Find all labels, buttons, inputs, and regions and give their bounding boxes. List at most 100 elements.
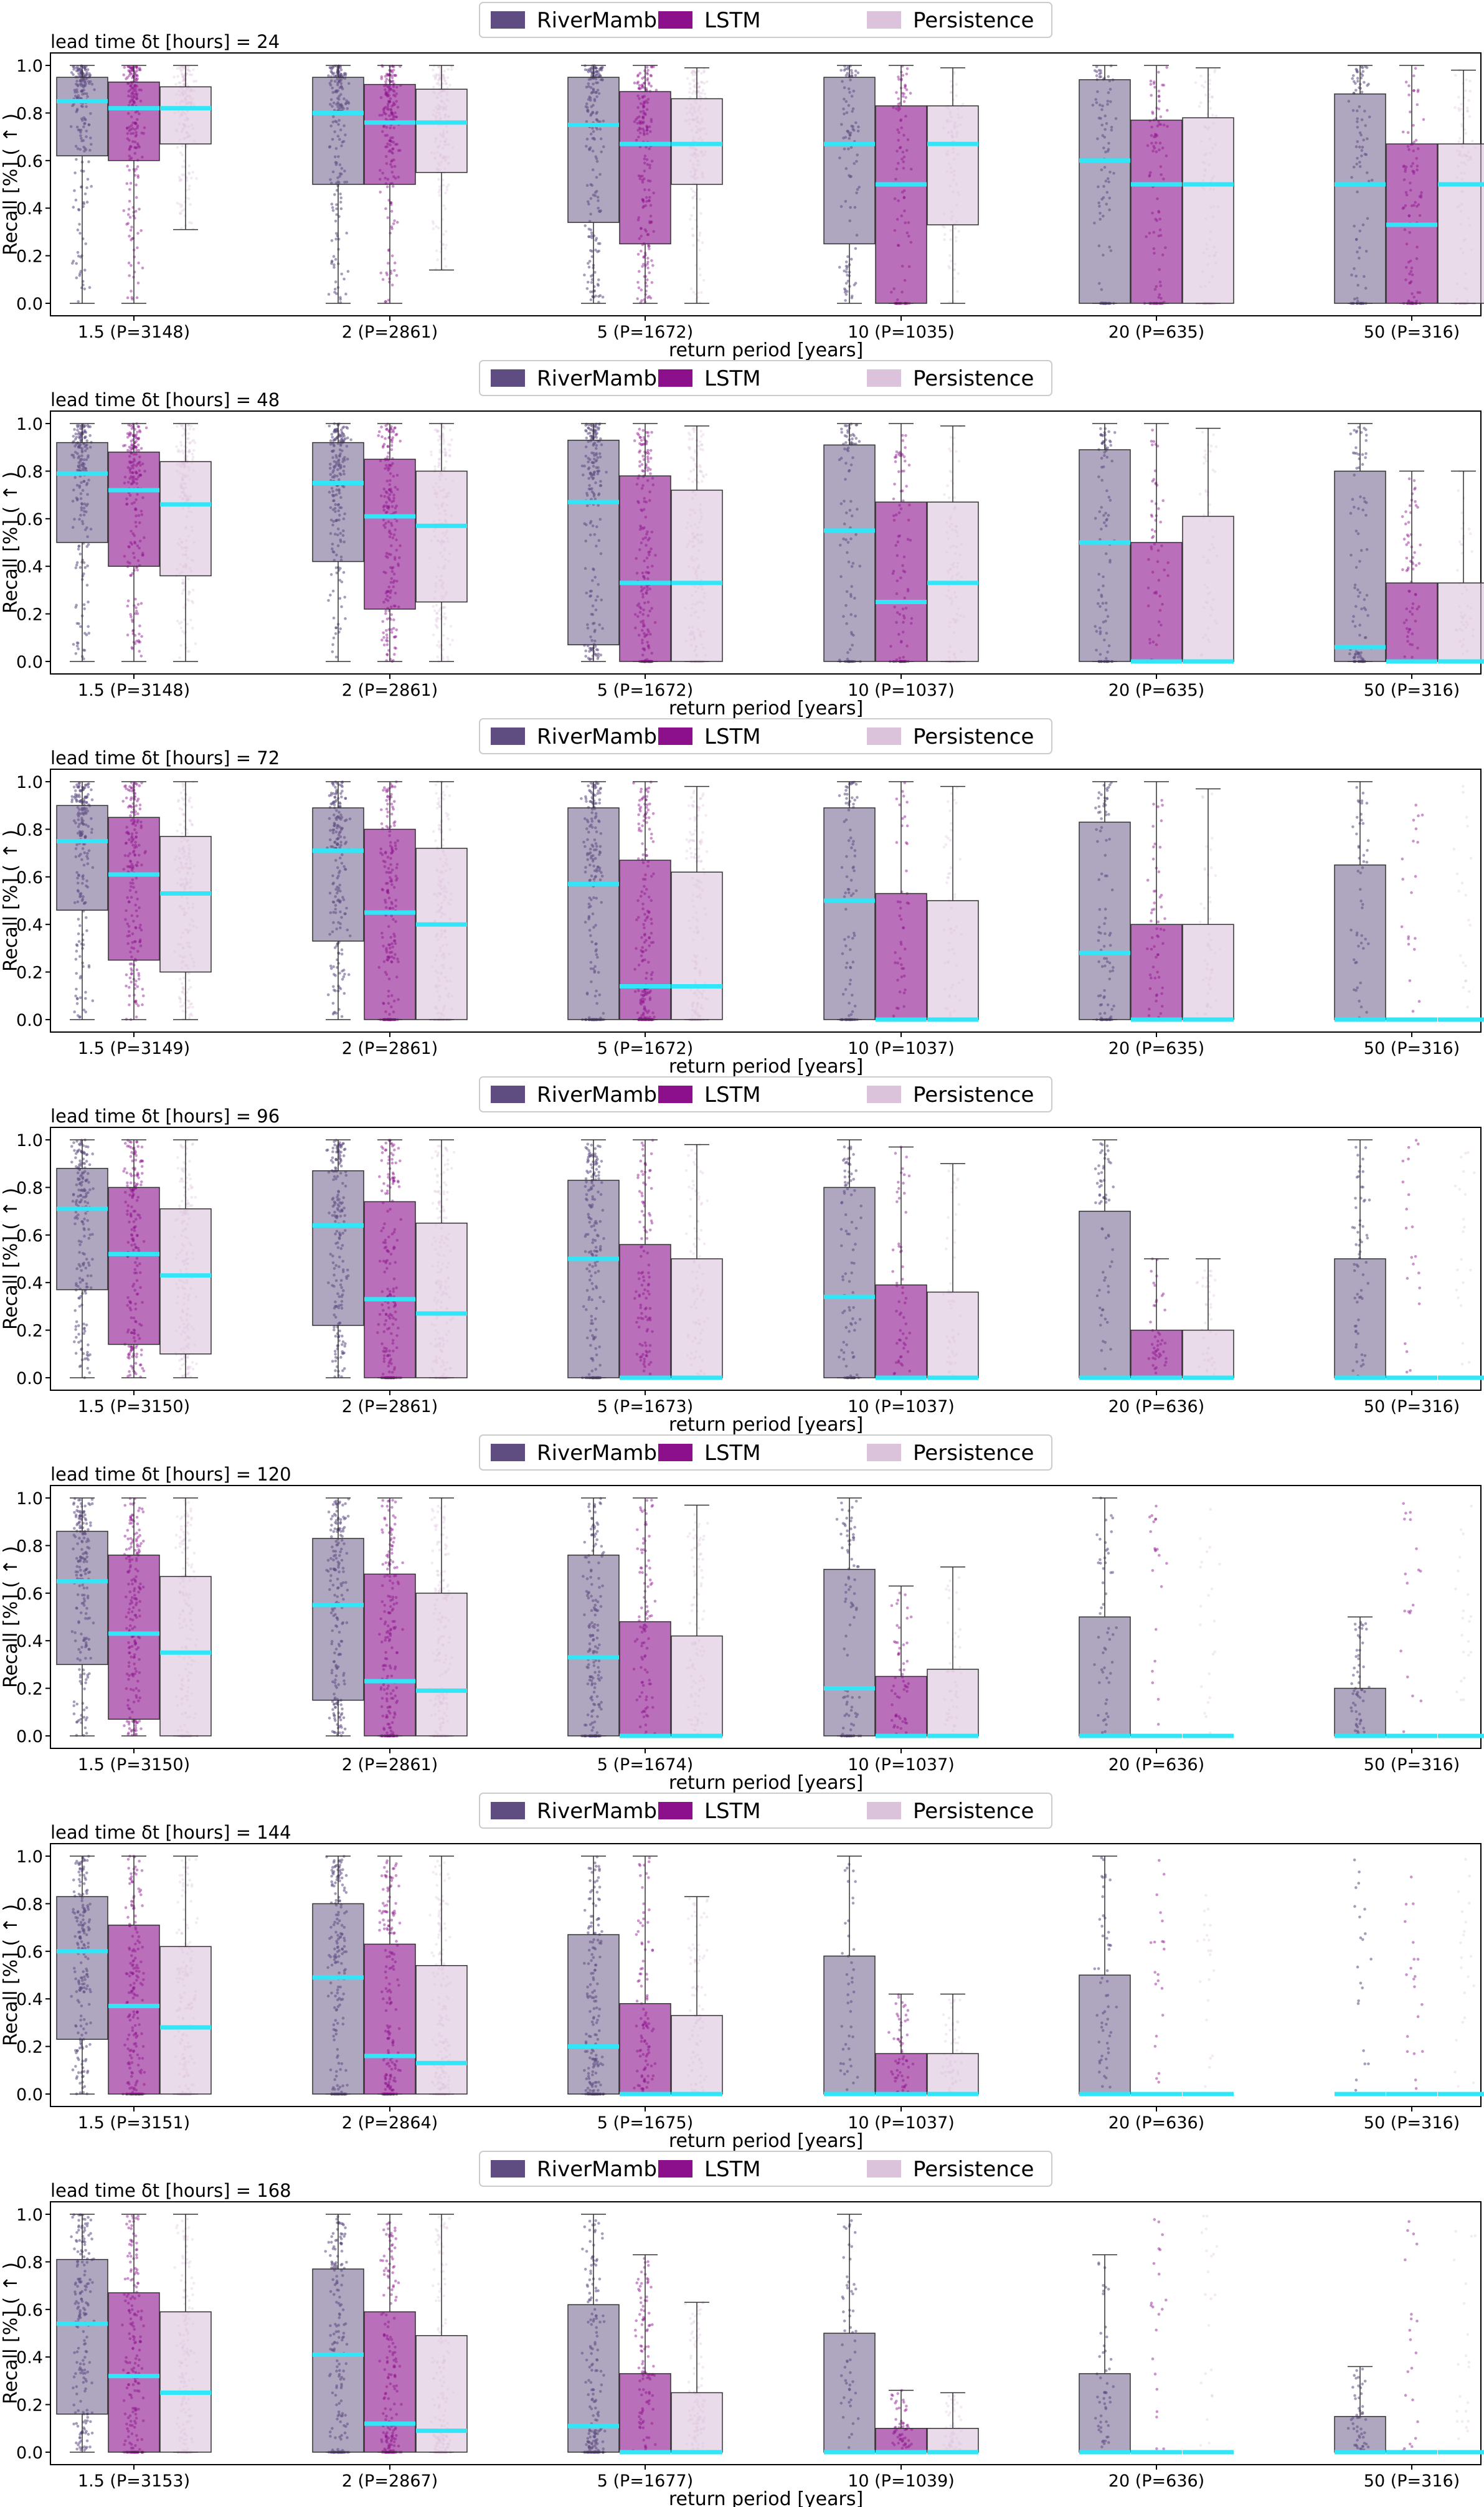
data-point — [140, 635, 143, 638]
data-point — [187, 172, 191, 176]
data-point — [1401, 568, 1404, 571]
data-point — [444, 230, 448, 233]
series-lstm — [108, 64, 1438, 305]
data-point — [1356, 70, 1359, 73]
data-point — [335, 207, 338, 211]
data-point — [192, 589, 195, 592]
data-point — [700, 291, 703, 294]
data-point — [72, 206, 75, 209]
data-point — [584, 655, 587, 658]
data-point — [79, 270, 83, 273]
data-point — [443, 247, 447, 250]
data-point — [1214, 114, 1218, 118]
legend-label-persistence: Persistence — [913, 8, 1034, 33]
data-point — [345, 425, 348, 429]
data-point — [327, 293, 331, 296]
data-point — [892, 497, 896, 501]
data-point — [446, 637, 450, 640]
box — [927, 105, 979, 225]
data-point — [437, 191, 441, 194]
data-point — [1414, 564, 1418, 567]
data-point — [175, 445, 178, 448]
data-point — [443, 257, 447, 261]
data-point — [692, 85, 696, 88]
data-point — [188, 427, 192, 430]
data-point — [650, 281, 654, 284]
data-point — [128, 199, 131, 203]
data-point — [76, 228, 80, 232]
data-point — [87, 543, 90, 546]
data-point — [386, 216, 390, 219]
data-point — [83, 632, 87, 635]
data-point — [1412, 124, 1415, 127]
data-point — [1204, 80, 1207, 83]
data-point — [382, 443, 386, 446]
data-point — [1360, 90, 1364, 94]
data-point — [448, 448, 451, 452]
data-point — [1199, 74, 1203, 78]
data-point — [390, 76, 394, 80]
data-point — [640, 299, 643, 302]
data-point — [130, 443, 133, 446]
data-point — [646, 458, 650, 461]
data-point — [843, 290, 847, 294]
data-point — [904, 460, 907, 463]
data-point — [131, 237, 134, 240]
legend-swatch-persistence — [867, 11, 901, 29]
data-point — [179, 626, 183, 630]
data-point — [74, 566, 78, 569]
data-point — [637, 434, 640, 437]
data-point — [183, 214, 187, 217]
data-point — [953, 268, 956, 272]
data-point — [1150, 513, 1153, 517]
data-point — [447, 443, 450, 446]
data-point — [691, 189, 695, 193]
legend-swatch-persistence — [867, 369, 901, 387]
data-point — [176, 67, 179, 70]
data-point — [339, 627, 342, 630]
legend: RiverMamba LSTM Persistence — [479, 2, 1052, 38]
data-point — [1150, 93, 1153, 97]
data-point — [72, 67, 75, 71]
data-point — [905, 485, 908, 488]
data-point — [445, 82, 448, 85]
data-point — [597, 72, 601, 75]
box — [108, 452, 160, 567]
data-point — [75, 276, 78, 280]
data-point — [954, 239, 958, 243]
data-point — [135, 296, 139, 300]
data-point — [327, 74, 330, 77]
data-point — [393, 653, 396, 656]
data-point — [1151, 429, 1154, 432]
data-point — [844, 441, 848, 444]
data-point — [1361, 66, 1364, 69]
data-point — [948, 254, 952, 257]
data-point — [436, 258, 439, 262]
data-point — [192, 438, 196, 442]
data-point — [646, 434, 650, 438]
data-point — [192, 427, 196, 431]
data-point — [1213, 69, 1217, 72]
data-point — [1159, 115, 1163, 118]
data-point — [638, 460, 641, 463]
data-point — [943, 225, 946, 229]
data-point — [649, 472, 652, 475]
data-point — [334, 280, 338, 283]
data-point — [1364, 439, 1368, 442]
data-point — [128, 188, 131, 191]
y-axis-label: Recall [%] ( ↑ ) — [0, 113, 22, 255]
data-point — [191, 601, 195, 604]
data-point — [75, 644, 79, 648]
data-point — [399, 439, 402, 443]
data-point — [72, 73, 75, 77]
data-point — [129, 229, 133, 232]
data-point — [962, 102, 965, 106]
data-point — [691, 71, 694, 74]
data-point — [181, 581, 184, 584]
box — [619, 91, 671, 245]
data-point — [1107, 430, 1110, 434]
data-point — [1414, 500, 1417, 503]
data-point — [587, 262, 590, 265]
data-point — [1113, 431, 1117, 434]
panel-title: lead time δt [hours] = 24 — [50, 31, 280, 52]
